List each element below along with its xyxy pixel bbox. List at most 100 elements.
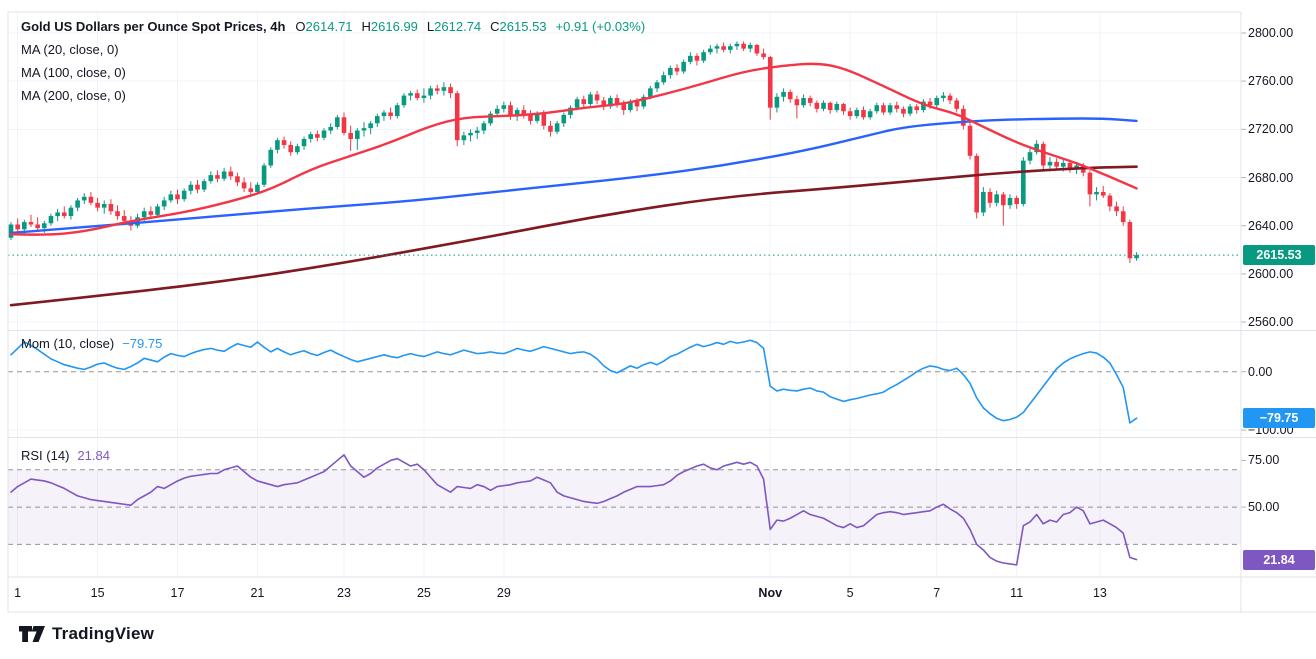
- candle-body: [408, 93, 413, 96]
- time-tick-label: 7: [933, 586, 941, 600]
- candle-body: [801, 98, 806, 106]
- candle-body: [101, 204, 107, 208]
- candle-body: [574, 99, 580, 108]
- rsi-tick-label: 75.00: [1248, 453, 1280, 468]
- candle-body: [727, 46, 733, 50]
- candle-body: [1027, 152, 1033, 161]
- candle-body: [161, 200, 167, 207]
- change-value: +0.91 (+0.03%): [555, 19, 646, 34]
- candle-body: [634, 101, 640, 107]
- candle-body: [361, 128, 367, 131]
- candle-body: [188, 184, 194, 191]
- candle-body: [508, 105, 513, 117]
- candle-body: [594, 94, 600, 101]
- ma20-legend-row[interactable]: MA (20, close, 0): [21, 42, 119, 57]
- candle-body: [28, 222, 34, 225]
- candle-body: [941, 95, 946, 99]
- time-tick-label: 21: [250, 586, 265, 600]
- rsi-legend-row[interactable]: RSI (14) 21.84: [21, 448, 110, 463]
- price-tick-label: 2600.00: [1248, 266, 1294, 281]
- candle-body: [921, 101, 926, 111]
- candle-body: [248, 188, 254, 192]
- candle-body: [581, 99, 587, 105]
- symbol-legend-row[interactable]: Gold US Dollars per Ounce Spot Prices, 4…: [21, 15, 645, 38]
- momentum-legend-row[interactable]: Mom (10, close) −79.75: [21, 336, 163, 351]
- candle-body: [474, 130, 480, 133]
- candle-body: [814, 102, 820, 109]
- rsi-tick-label: 50.00: [1248, 500, 1280, 515]
- candle-body: [608, 98, 613, 107]
- candle-body: [874, 105, 880, 112]
- candle-body: [301, 138, 307, 147]
- momentum-line: [10, 339, 1138, 424]
- candle-body: [55, 212, 60, 217]
- candle-body: [668, 67, 673, 76]
- candle-body: [494, 108, 500, 114]
- candle-body: [48, 216, 54, 224]
- candle-body: [401, 95, 407, 106]
- tradingview-mark-icon: [19, 626, 45, 642]
- candle-body: [135, 217, 140, 226]
- candle-body: [907, 106, 913, 114]
- candle-body: [321, 130, 327, 138]
- candle-body: [787, 91, 793, 100]
- candle-body: [381, 112, 387, 117]
- candle-body: [121, 216, 127, 221]
- candle-body: [614, 98, 620, 105]
- candle-body: [847, 111, 853, 117]
- candle-body: [741, 43, 746, 49]
- candle-body: [708, 48, 713, 53]
- candle-body: [454, 93, 460, 141]
- candle-body: [568, 107, 573, 115]
- ma100-legend-row[interactable]: MA (100, close, 0): [21, 65, 126, 80]
- candle-body: [827, 102, 833, 111]
- candle-body: [341, 117, 347, 133]
- candle-body: [854, 110, 860, 117]
- candle-body: [1100, 191, 1106, 196]
- candle-body: [1007, 197, 1013, 206]
- candle-body: [747, 45, 753, 49]
- price-tick-label: 2680.00: [1248, 170, 1294, 185]
- candle-body: [1087, 172, 1093, 195]
- time-tick-label: 15: [90, 586, 105, 600]
- candle-body: [974, 155, 979, 213]
- candle-body: [488, 113, 493, 124]
- candle-body: [794, 99, 800, 106]
- candle-body: [501, 105, 507, 109]
- symbol-title: Gold US Dollars per Ounce Spot Prices, 4…: [21, 19, 286, 34]
- candle-body: [641, 96, 646, 107]
- open-value: O2614.71: [295, 19, 353, 34]
- ma200-legend-row[interactable]: MA (200, close, 0): [21, 88, 126, 103]
- candle-body: [88, 196, 94, 203]
- rsi-value: 21.84: [77, 448, 110, 463]
- candle-body: [701, 52, 706, 61]
- candle-body: [328, 126, 333, 131]
- candle-body: [95, 202, 100, 208]
- tradingview-brand-text: TradingView: [52, 624, 155, 643]
- candle-body: [8, 224, 14, 238]
- candle-body: [181, 190, 187, 200]
- candle-body: [967, 125, 973, 156]
- candle-body: [934, 98, 940, 106]
- candle-body: [115, 211, 120, 217]
- candle-body: [15, 224, 20, 230]
- candle-body: [548, 125, 553, 132]
- candle-body: [554, 123, 560, 132]
- candle-body: [468, 132, 473, 136]
- candle-body: [654, 82, 660, 89]
- candle-body: [201, 181, 207, 190]
- legend: Gold US Dollars per Ounce Spot Prices, 4…: [21, 15, 645, 107]
- candle-body: [674, 67, 680, 72]
- candle-body: [1127, 222, 1133, 259]
- candle-body: [315, 134, 320, 138]
- candle-body: [235, 176, 240, 183]
- candle-body: [881, 105, 886, 113]
- candle-body: [148, 211, 154, 215]
- candle-body: [1021, 160, 1026, 205]
- tradingview-logo[interactable]: TradingView: [19, 624, 154, 644]
- candle-body: [368, 123, 373, 129]
- price-tick-label: 2720.00: [1248, 122, 1294, 137]
- candle-body: [1067, 163, 1073, 170]
